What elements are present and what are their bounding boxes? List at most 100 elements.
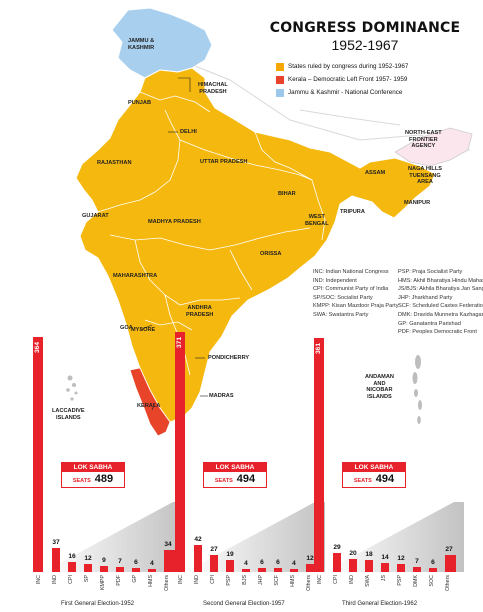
kerala-region	[129, 367, 171, 437]
bar-value-label: 6	[134, 559, 138, 567]
bar-value-label: 27	[210, 545, 218, 553]
bar-value-label: 12	[84, 555, 92, 563]
bar-value-label: 14	[381, 553, 389, 561]
bar-value-label: 27	[445, 545, 453, 553]
abbreviation: PDF: Peoples Democratic Front	[398, 329, 477, 336]
bar-value-label: 6	[276, 559, 280, 567]
bar-value-label: 4	[244, 560, 248, 568]
label-delhi: DELHI	[180, 129, 197, 135]
party-label: Others	[306, 575, 312, 591]
vote-bar	[381, 562, 389, 572]
state-borders	[97, 91, 326, 376]
lok-sabha-seats-box: LOK SABHA SEATS 494	[342, 462, 406, 488]
bar-value-label: 7	[415, 558, 419, 566]
label-laccadive: LACCADIVE ISLANDS	[52, 408, 85, 421]
election-caption: First General Election-1952	[61, 601, 135, 607]
lok-sabha-title: LOK SABHA	[62, 463, 124, 472]
bar-value-label: 371	[176, 336, 183, 348]
page-subtitle: 1952-1967	[331, 37, 399, 53]
party-label: IND	[194, 575, 200, 585]
vote-bar	[274, 568, 282, 572]
vote-bar	[365, 560, 373, 572]
vote-bar	[242, 569, 250, 572]
label-madhya-pradesh: MADHYA PRADESH	[148, 219, 201, 225]
label-pondicherry: PONDICHERRY	[208, 355, 250, 361]
page-title: CONGRESS DOMINANCE	[269, 20, 461, 36]
vote-bar	[413, 567, 421, 572]
vote-bar	[33, 336, 43, 572]
label-assam: ASSAM	[365, 170, 386, 176]
label-punjab: PUNJAB	[128, 100, 152, 106]
legend-label: States ruled by congress during 1952-196…	[288, 63, 409, 70]
party-label: Others	[445, 575, 451, 591]
seats-label: SEATS	[353, 478, 372, 484]
leader-lines	[139, 77, 208, 411]
bar-value-label: 9	[102, 557, 106, 565]
lok-sabha-seats-box: LOK SABHA SEATS 489	[61, 462, 125, 488]
bar-value-label: 12	[306, 555, 314, 563]
vote-bar	[164, 550, 175, 572]
vote-bar	[333, 553, 341, 572]
bar-value-label: 361	[315, 343, 322, 355]
party-label: INC	[317, 575, 323, 585]
abbreviation: JS/BJS: Akhila Bharatiya Jan Sangh	[398, 286, 483, 293]
vote-bar	[84, 564, 92, 572]
label-west-bengal: WEST BENGAL	[305, 214, 329, 227]
jammu-kashmir-region	[111, 7, 213, 79]
bar-value-label: 19	[226, 550, 234, 558]
seats-value: 494	[236, 473, 256, 485]
vote-bar	[116, 567, 124, 572]
party-label: IND	[52, 575, 58, 585]
label-andaman: ANDAMAN AND NICOBAR ISLANDS	[365, 374, 394, 400]
party-label: INC	[178, 575, 184, 585]
lok-sabha-title: LOK SABHA	[343, 463, 405, 472]
lok-sabha-seats-box: LOK SABHA SEATS 494	[203, 462, 267, 488]
bar-value-label: 7	[118, 558, 122, 566]
label-jammu-kashmir: JAMMU & KASHMIR	[128, 38, 155, 51]
grey-wedge	[324, 502, 464, 572]
label-rajasthan: RAJASTHAN	[97, 160, 132, 166]
bar-value-label: 20	[349, 550, 357, 558]
abbreviation: SP/SOC: Socialist Party	[313, 294, 373, 301]
vote-bar	[258, 568, 266, 572]
legend-label: Kerala – Democratic Left Front 1957- 195…	[288, 76, 408, 83]
party-label: INC	[36, 575, 42, 585]
label-madras: MADRAS	[209, 393, 234, 399]
seats-value: 494	[375, 473, 395, 485]
andaman-islands-shape	[412, 355, 422, 424]
legend-swatch-jk	[276, 88, 284, 97]
label-mysore: MYSORE	[131, 327, 156, 333]
bar-value-label: 16	[68, 552, 76, 560]
legend-swatch-kerala	[276, 75, 284, 84]
label-tripura: TRIPURA	[340, 209, 365, 215]
bar-value-label: 29	[333, 544, 341, 552]
bar-value-label: 6	[431, 559, 435, 567]
vote-bar	[290, 569, 298, 572]
abbreviation: CPI: Communist Party of India	[313, 286, 389, 293]
grey-wedge	[185, 502, 325, 572]
seats-row: SEATS 494	[343, 472, 405, 487]
vote-bar	[68, 561, 76, 572]
vote-bar	[306, 564, 317, 572]
bar-value-label: 6	[260, 559, 264, 567]
vote-bar	[397, 564, 405, 572]
laccadive-islands-shape	[66, 375, 78, 401]
congress-states-region	[75, 67, 436, 423]
bar-value-label: 42	[194, 535, 202, 543]
vote-bar	[210, 554, 218, 572]
vote-bar	[194, 544, 202, 572]
seats-label: SEATS	[72, 478, 91, 484]
legend-item: States ruled by congress during 1952-196…	[276, 60, 408, 73]
legend-label: Jammu & Kashmir - National Conference	[288, 89, 403, 96]
abbreviation: HMS: Akhil Bharatiya Hindu Mahasabha	[398, 277, 483, 284]
bar-value-label: 364	[34, 341, 41, 353]
bar-value-label: 34	[164, 541, 172, 548]
vote-bar	[132, 568, 140, 572]
party-label: Others	[164, 575, 170, 591]
bar-value-label: 12	[397, 555, 405, 563]
label-gujarat: GUJARAT	[82, 213, 109, 219]
label-goa: GOA	[120, 325, 133, 331]
seats-value: 489	[94, 473, 114, 485]
election-caption: Third General Election-1962	[342, 601, 418, 607]
